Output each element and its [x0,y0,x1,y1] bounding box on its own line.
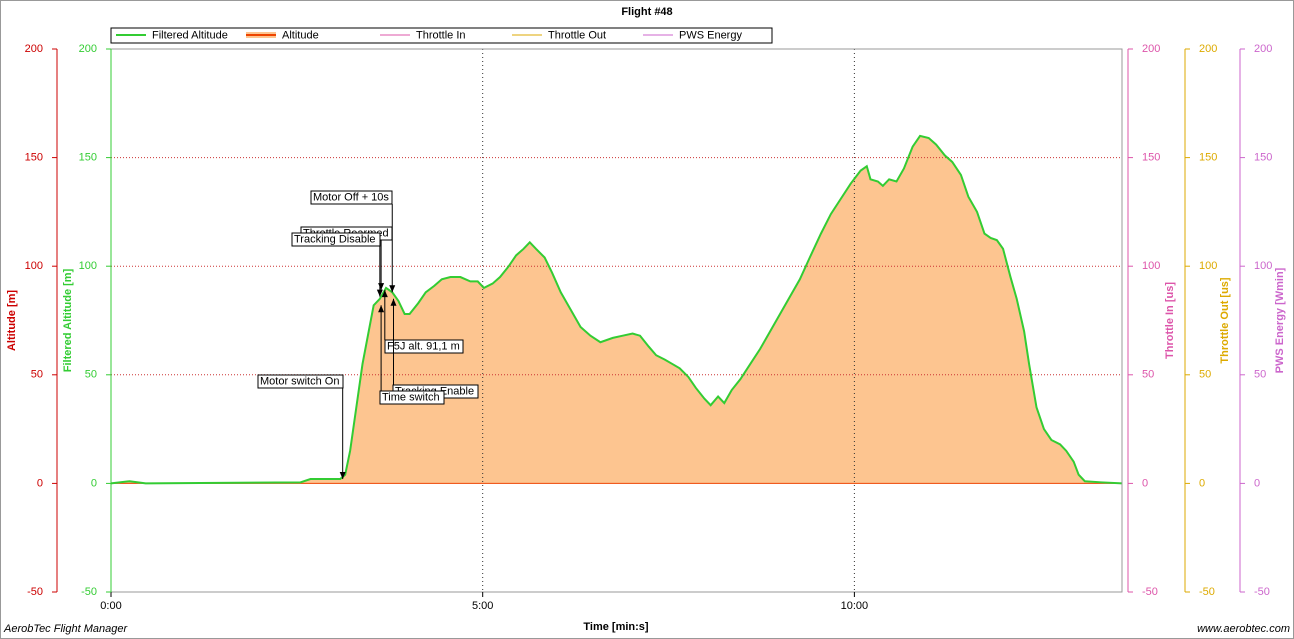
y-tick-label: 200 [1199,43,1217,55]
y-tick-label: 200 [1142,43,1160,55]
y-axis-title: Filtered Altitude [m] [62,268,74,372]
x-axis-title: Time [min:s] [583,621,649,633]
legend-label: Throttle Out [548,29,606,41]
y-tick-label: 0 [1254,477,1260,489]
legend-label: Altitude [282,29,319,41]
y-tick-label: 0 [91,477,97,489]
annotation-box [379,390,445,405]
x-tick-label: 0:00 [100,600,121,612]
y-tick-label: 100 [1254,260,1272,272]
legend-label: PWS Energy [679,29,742,41]
annotation-text: Motor switch On [260,375,339,387]
y-tick-label: -50 [1199,586,1215,598]
y-tick-label: -50 [1254,586,1270,598]
y-axis-title: PWS Energy [Wmin] [1274,267,1286,373]
y-tick-label: 50 [31,369,43,381]
y-tick-label: -50 [81,586,97,598]
annotation-arrow [390,298,397,306]
annotation-box [291,232,381,247]
annotation-box [384,339,464,354]
y-tick-label: 150 [1142,152,1160,164]
legend-label: Throttle In [416,29,466,41]
y-tick-label: 150 [79,152,97,164]
annotation-arrow [339,472,346,480]
y-tick-label: 50 [1254,369,1266,381]
y-tick-label: -50 [27,586,43,598]
y-tick-label: 150 [1254,152,1272,164]
y-tick-label: 150 [1199,152,1217,164]
annotation-box [310,190,393,205]
annotation-text: F5J alt. 91,1 m [387,340,460,352]
footer-left: AerobTec Flight Manager [3,623,128,635]
y-tick-label: 200 [1254,43,1272,55]
filtered-altitude-line [110,134,1123,485]
annotation-arrow [381,290,388,298]
y-tick-label: 100 [79,260,97,272]
annotation-arrow [376,289,383,297]
x-tick-label: 5:00 [472,600,493,612]
y-tick-label: 200 [79,43,97,55]
y-tick-label: 50 [1142,369,1154,381]
y-tick-label: 100 [1199,260,1217,272]
y-tick-label: 0 [1142,477,1148,489]
chart-title: Flight #48 [621,6,672,18]
annotation-arrow [378,305,385,313]
x-tick-label: 10:00 [841,600,869,612]
y-axis-title: Throttle Out [us] [1219,277,1231,363]
annotation-text: Tracking Disable [294,233,376,245]
y-tick-label: 150 [25,152,43,164]
y-tick-label: -50 [1142,586,1158,598]
annotation-text: Motor Off + 10s [313,191,389,203]
y-tick-label: 50 [1199,369,1211,381]
footer-right: www.aerobtec.com [1197,623,1290,635]
y-axis-title: Altitude [m] [6,290,18,351]
y-tick-label: 0 [37,477,43,489]
annotation-text: Time switch [382,391,440,403]
y-tick-label: 100 [1142,260,1160,272]
legend-label: Filtered Altitude [152,29,228,41]
legend-box [110,27,773,44]
annotation-arrow [389,285,396,293]
y-axis-title: Throttle In [us] [1164,282,1176,359]
y-tick-label: 200 [25,43,43,55]
annotation-box [257,374,344,389]
y-tick-label: 100 [25,260,43,272]
y-tick-label: 50 [85,369,97,381]
y-tick-label: 0 [1199,477,1205,489]
